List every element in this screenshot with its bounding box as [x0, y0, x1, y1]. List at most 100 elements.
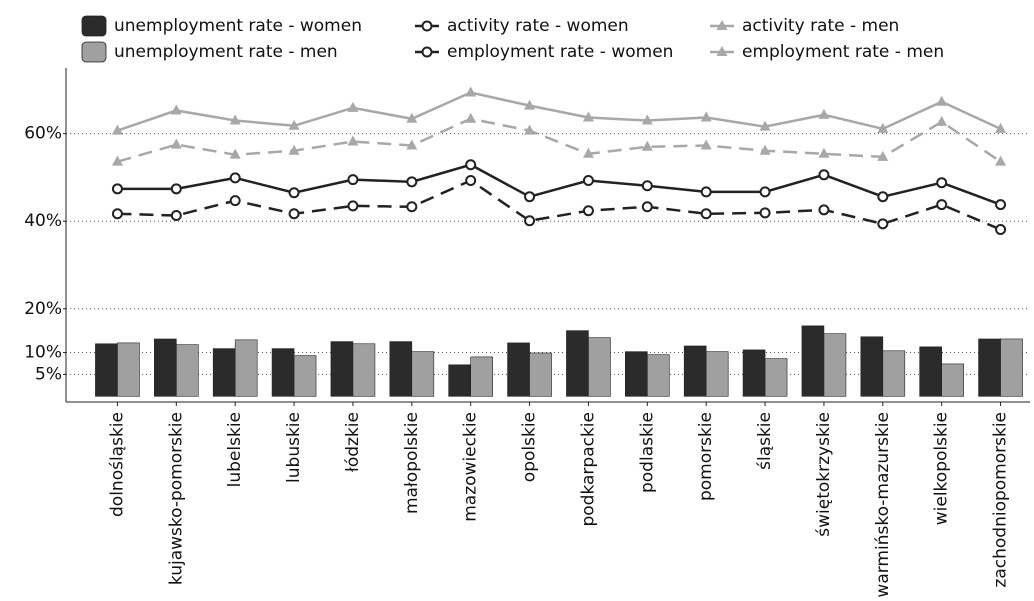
- bar: [212, 348, 236, 397]
- marker: [229, 114, 241, 125]
- marker: [170, 183, 182, 195]
- marker: [347, 101, 359, 112]
- marker: [170, 104, 182, 115]
- bar: [470, 356, 493, 397]
- marker: [111, 183, 123, 195]
- marker: [465, 159, 477, 171]
- marker: [700, 208, 712, 220]
- marker: [818, 169, 830, 181]
- x-tick-label: opolskie: [520, 412, 540, 482]
- bar: [176, 344, 199, 397]
- bar: [860, 336, 884, 397]
- y-tick-label: 5%: [35, 364, 62, 384]
- marker: [111, 155, 123, 166]
- marker: [936, 177, 948, 189]
- marker: [347, 135, 359, 146]
- marker: [229, 195, 241, 207]
- marker: [465, 86, 477, 97]
- bar: [352, 343, 376, 397]
- bar: [529, 352, 552, 397]
- marker: [582, 111, 594, 122]
- bar: [389, 341, 413, 397]
- bar: [941, 363, 964, 397]
- marker: [347, 200, 359, 212]
- line: [117, 91, 1002, 132]
- legend-swatch: [81, 15, 107, 37]
- marker: [641, 201, 653, 213]
- marker: [582, 175, 594, 187]
- legend-label: employment rate - women: [447, 42, 673, 62]
- marker: [229, 148, 241, 159]
- marker: [759, 144, 771, 155]
- marker: [759, 120, 771, 131]
- line: [117, 179, 1002, 231]
- x-tick-label: wielkopolskie: [932, 412, 952, 525]
- marker: [877, 150, 889, 161]
- legend-label: unemployment rate - women: [114, 16, 362, 36]
- legend-label: activity rate - women: [447, 16, 629, 36]
- marker: [170, 210, 182, 222]
- x-tick-label: mazowieckie: [461, 412, 481, 522]
- marker: [465, 112, 477, 123]
- marker: [818, 147, 830, 158]
- marker: [406, 176, 418, 188]
- bar: [234, 339, 258, 397]
- marker: [524, 124, 536, 135]
- marker: [111, 208, 123, 220]
- marker: [288, 208, 300, 220]
- marker: [995, 224, 1007, 236]
- y-tick-label: 20%: [24, 299, 62, 319]
- marker: [700, 139, 712, 150]
- marker: [936, 115, 948, 126]
- x-tick-label: łódzkie: [343, 412, 363, 472]
- x-tick-label: pomorskie: [696, 412, 716, 501]
- x-tick-label: śląskie: [755, 412, 775, 470]
- marker: [524, 215, 536, 227]
- marker: [288, 144, 300, 155]
- marker: [406, 139, 418, 150]
- legend-label: unemployment rate - men: [114, 42, 338, 62]
- marker: [406, 112, 418, 123]
- marker: [700, 186, 712, 198]
- legend-label: employment rate - men: [742, 42, 944, 62]
- bar: [823, 333, 847, 397]
- line: [117, 163, 1001, 206]
- marker: [465, 175, 477, 187]
- legend-marker: [421, 20, 433, 32]
- bar: [647, 354, 670, 397]
- marker: [524, 99, 536, 110]
- marker: [229, 172, 241, 184]
- marker: [641, 114, 653, 125]
- legend-label: activity rate - men: [742, 16, 899, 36]
- bar: [95, 343, 118, 397]
- bar: [588, 337, 611, 397]
- marker: [995, 199, 1007, 211]
- bar: [705, 351, 729, 397]
- marker: [641, 140, 653, 151]
- bar: [411, 351, 435, 397]
- bar: [293, 355, 317, 397]
- legend-swatch: [81, 41, 107, 63]
- marker: [170, 138, 182, 149]
- marker: [582, 205, 594, 217]
- marker: [877, 191, 889, 203]
- marker: [936, 199, 948, 211]
- bar: [764, 358, 788, 397]
- marker: [877, 122, 889, 133]
- bar: [507, 342, 530, 397]
- bar: [882, 350, 906, 397]
- bar: [154, 338, 177, 397]
- x-tick-label: podkarpackie: [578, 412, 598, 527]
- bar: [1000, 338, 1023, 397]
- marker: [818, 204, 830, 216]
- marker: [288, 187, 300, 199]
- marker: [936, 95, 948, 106]
- x-tick-label: lubuskie: [284, 412, 304, 483]
- marker: [759, 207, 771, 219]
- bar: [919, 346, 942, 397]
- bar: [271, 348, 295, 397]
- x-tick-label: małopolskie: [402, 412, 422, 514]
- x-tick-label: kujawsko-pomorskie: [166, 412, 186, 585]
- bar: [801, 325, 825, 397]
